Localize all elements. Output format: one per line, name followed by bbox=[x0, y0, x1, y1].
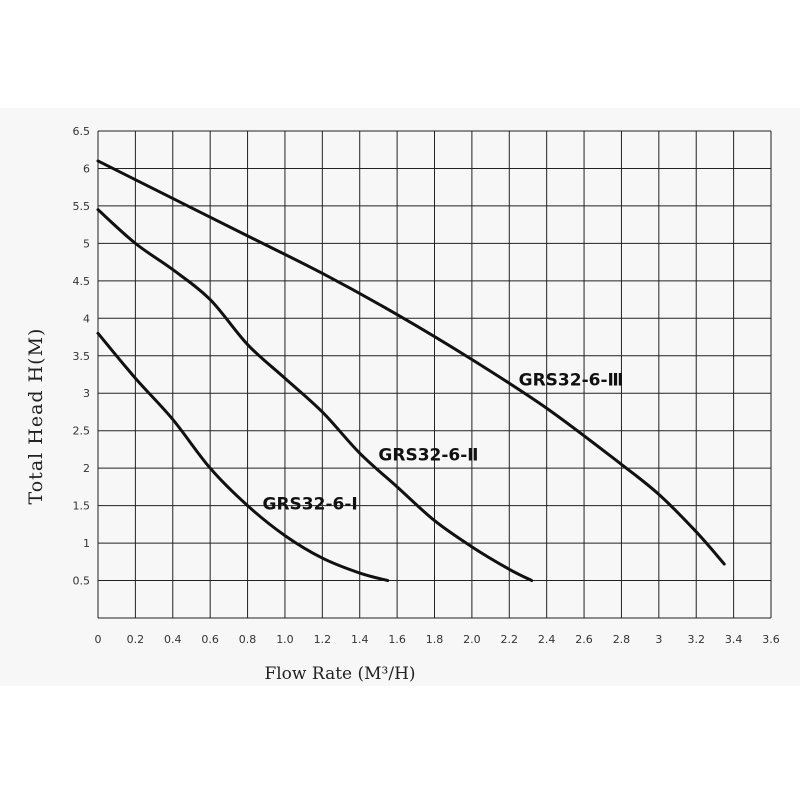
y-tick-label: 2 bbox=[83, 462, 90, 475]
x-tick-label: 1.8 bbox=[426, 633, 444, 646]
x-tick-label: 3.4 bbox=[725, 633, 743, 646]
y-tick-label: 1.5 bbox=[73, 500, 91, 513]
y-axis-title: Total Head H(M) bbox=[25, 328, 47, 505]
y-tick-label: 3.5 bbox=[73, 350, 91, 363]
x-tick-label: 1.4 bbox=[351, 633, 369, 646]
y-tick-label: 5.5 bbox=[73, 200, 91, 213]
x-tick-label: 1.0 bbox=[276, 633, 294, 646]
grid bbox=[97, 130, 772, 619]
chart-panel bbox=[0, 108, 800, 686]
x-tick-label: 1.2 bbox=[314, 633, 332, 646]
x-tick-label: 2.0 bbox=[463, 633, 481, 646]
series-label-2: GRS32-6-Ⅱ bbox=[378, 446, 478, 466]
x-axis-ticks: 0 0.2 0.4 0.6 0.8 1.0 1.2 1.4 1.6 1.8 2.0 2.2 2.4 2.6… bbox=[95, 633, 780, 646]
y-tick-label: 1 bbox=[83, 537, 90, 550]
y-tick-label: 4.5 bbox=[73, 275, 91, 288]
x-tick-label: 3 bbox=[655, 633, 662, 646]
y-tick-label: 0.5 bbox=[73, 575, 91, 588]
y-axis-ticks: 0.5 1 1.5 2 2.5 3 3.5 4 4.5 5 5.5 6 6.5 bbox=[73, 125, 91, 588]
x-tick-label: 0.8 bbox=[239, 633, 257, 646]
series-curves bbox=[96, 159, 726, 583]
x-tick-label: 2.8 bbox=[613, 633, 631, 646]
series-label-3: GRS32-6-Ⅲ bbox=[519, 371, 624, 391]
series-labels: GRS32-6-Ⅰ GRS32-6-Ⅱ GRS32-6-Ⅲ bbox=[263, 371, 624, 515]
x-tick-label: 1.6 bbox=[388, 633, 406, 646]
series-line-2 bbox=[96, 208, 534, 583]
series-line-3 bbox=[96, 159, 726, 566]
y-tick-label: 2.5 bbox=[73, 425, 91, 438]
y-tick-label: 6 bbox=[83, 162, 90, 175]
series-label-1: GRS32-6-Ⅰ bbox=[263, 494, 358, 514]
x-tick-label: 0.4 bbox=[164, 633, 182, 646]
x-tick-label: 0.6 bbox=[201, 633, 219, 646]
x-tick-label: 0.2 bbox=[127, 633, 145, 646]
x-tick-label: 2.4 bbox=[538, 633, 556, 646]
y-tick-label: 3 bbox=[83, 387, 90, 400]
x-tick-label: 2.6 bbox=[575, 633, 593, 646]
series-line-1 bbox=[96, 331, 390, 583]
x-tick-label: 3.2 bbox=[687, 633, 705, 646]
x-tick-label: 0 bbox=[95, 633, 102, 646]
y-tick-label: 6.5 bbox=[73, 125, 91, 138]
x-tick-label: 2.2 bbox=[501, 633, 519, 646]
y-tick-label: 5 bbox=[83, 237, 90, 250]
y-tick-label: 4 bbox=[83, 312, 90, 325]
x-tick-label: 3.6 bbox=[762, 633, 780, 646]
x-axis-title: Flow Rate (M³/H) bbox=[264, 664, 415, 684]
